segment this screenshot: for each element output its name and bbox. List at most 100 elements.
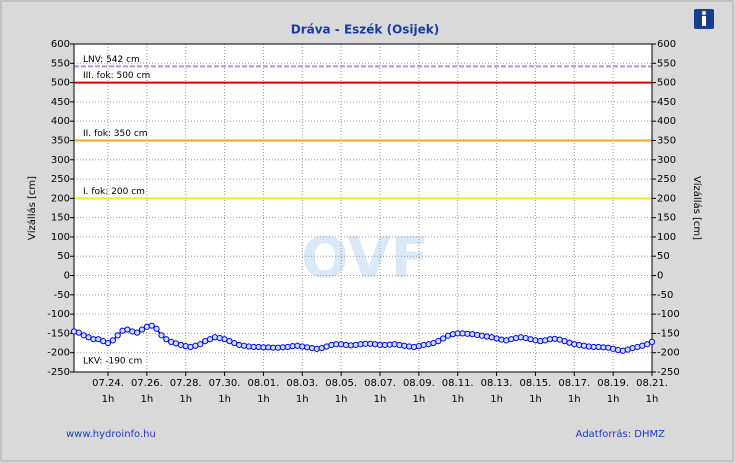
x-tick-label: 08.15. 1h <box>519 378 552 405</box>
data-point <box>483 333 490 340</box>
data-point <box>503 337 510 344</box>
y2-tick-label: 600 <box>657 39 676 50</box>
data-point <box>153 325 160 332</box>
data-point <box>644 341 651 348</box>
x-tick-label: 07.26. 1h <box>130 378 163 405</box>
data-point <box>197 341 204 348</box>
data-source: Adatforrás: DHMZ <box>576 428 665 440</box>
y-tick-label: 0 <box>64 271 70 282</box>
data-point <box>474 331 481 339</box>
data-point <box>440 335 447 342</box>
data-point <box>425 341 432 348</box>
y-axis-label: Vízállás [cm] <box>26 176 38 240</box>
data-point <box>648 338 656 346</box>
data-point <box>177 341 184 349</box>
source-link[interactable]: www.hydroinfo.hu <box>66 429 156 440</box>
data-point <box>415 343 422 350</box>
y-tick-label: 450 <box>51 97 70 108</box>
x-tick-label: 08.01. 1h <box>247 378 280 405</box>
data-point <box>532 337 539 344</box>
data-point <box>313 345 320 352</box>
data-point <box>148 322 155 329</box>
data-point <box>114 332 121 339</box>
y-tick-label: 300 <box>51 155 70 166</box>
data-point <box>449 331 456 338</box>
y2-tick-label: 0 <box>657 271 663 282</box>
y2-tick-label: 200 <box>657 193 676 204</box>
y-tick-label: 150 <box>51 213 70 224</box>
data-point <box>580 342 588 349</box>
reference-label: LNV: 542 cm <box>83 55 140 65</box>
data-point <box>629 344 636 352</box>
y2-tick-label: 50 <box>657 251 670 262</box>
data-point <box>391 341 398 348</box>
data-point <box>294 342 301 349</box>
y2-tick-label: 250 <box>657 174 676 185</box>
data-point <box>338 341 345 348</box>
data-point <box>498 336 505 343</box>
info-icon[interactable] <box>694 9 714 29</box>
data-point <box>522 334 529 342</box>
y-tick-label: 550 <box>51 58 70 69</box>
x-tick-label: 08.21. 1h <box>636 378 668 405</box>
x-tick-label: 08.05. 1h <box>325 378 358 405</box>
y-tick-label: -50 <box>54 290 70 301</box>
data-point <box>134 329 141 336</box>
x-tick-label: 08.07. 1h <box>364 378 396 405</box>
data-point <box>240 342 248 349</box>
y-tick-label: 500 <box>51 78 70 89</box>
y2-tick-label: 150 <box>657 213 676 224</box>
y2-tick-label: -200 <box>657 348 680 359</box>
data-point <box>187 343 194 351</box>
y2-tick-label: 100 <box>657 232 676 243</box>
y2-tick-label: -250 <box>657 367 680 378</box>
y-tick-label: 250 <box>51 174 70 185</box>
data-point <box>75 329 82 336</box>
y-tick-label: -100 <box>47 309 70 320</box>
data-point <box>619 347 626 354</box>
data-point <box>512 334 520 342</box>
y-tick-label: 600 <box>51 39 70 50</box>
data-point <box>517 334 524 341</box>
data-point <box>119 327 126 334</box>
data-point <box>304 344 311 351</box>
y2-tick-label: 450 <box>657 97 676 108</box>
data-point <box>158 332 165 339</box>
watermark: OVF <box>301 226 429 291</box>
data-point <box>104 339 112 347</box>
y2-tick-label: -50 <box>657 290 673 301</box>
x-tick-label: 08.03. 1h <box>286 378 319 405</box>
data-point <box>493 335 500 342</box>
y-tick-label: 200 <box>51 193 70 204</box>
x-tick-label: 07.28. 1h <box>169 378 202 405</box>
data-point <box>551 335 558 342</box>
data-point <box>571 341 578 348</box>
y-tick-label: -250 <box>47 367 70 378</box>
data-point <box>469 331 476 338</box>
data-point <box>488 334 495 341</box>
data-point <box>109 337 116 344</box>
data-point <box>372 341 379 348</box>
data-point <box>328 341 335 349</box>
x-tick-label: 08.19. 1h <box>597 378 630 405</box>
reference-label: I. fok: 200 cm <box>83 187 145 197</box>
data-point <box>508 336 515 343</box>
data-point <box>527 336 534 343</box>
y2-tick-label: 550 <box>657 58 676 69</box>
data-point <box>435 338 442 345</box>
x-tick-label: 08.09. 1h <box>402 378 435 405</box>
y-tick-label: -200 <box>47 348 70 359</box>
y-tick-label: 100 <box>51 232 70 243</box>
data-point <box>605 344 612 351</box>
data-point <box>308 344 316 352</box>
reference-label: II. fok: 350 cm <box>83 129 148 139</box>
y2-axis-label: Vízállás [cm] <box>691 176 703 240</box>
plot-area <box>74 44 652 372</box>
x-tick-label: 08.17. 1h <box>558 378 591 405</box>
y-tick-label: 50 <box>57 251 70 262</box>
data-point <box>410 343 418 351</box>
chart-title: Dráva - Eszék (Osijek) <box>291 23 440 37</box>
data-point <box>138 326 146 333</box>
